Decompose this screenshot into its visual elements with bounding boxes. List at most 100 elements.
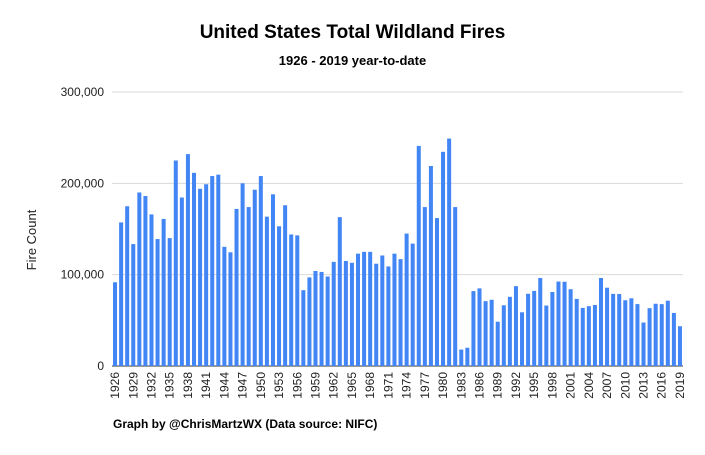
bar-1957 [301, 290, 306, 366]
x-tick-label: 1989 [491, 372, 505, 399]
bar-1959 [313, 271, 318, 366]
x-tick-label: 1980 [436, 372, 450, 399]
bar-1962 [331, 261, 336, 366]
y-tick-label: 300,000 [61, 85, 105, 99]
bar-1961 [325, 276, 330, 366]
x-tick-label: 2013 [637, 372, 651, 399]
bar-1955 [289, 234, 294, 366]
bar-1935 [167, 238, 172, 366]
bar-1984 [465, 347, 470, 366]
bar-2007 [605, 287, 610, 366]
bar-1948 [246, 207, 251, 366]
bar-1928 [125, 206, 130, 366]
bar-1982 [453, 207, 458, 366]
bar-1983 [459, 349, 464, 366]
bar-2013 [641, 322, 646, 366]
bar-1964 [343, 260, 348, 366]
x-tick-label: 1941 [199, 372, 213, 399]
x-tick-label: 1968 [363, 372, 377, 399]
bar-1946 [234, 208, 239, 366]
bar-1979 [434, 218, 439, 366]
bar-1931 [143, 196, 148, 366]
bar-1926 [113, 282, 118, 366]
x-tick-label: 2004 [582, 372, 596, 399]
chart-subtitle: 1926 - 2019 year-to-date [278, 53, 427, 68]
bar-1992 [513, 286, 518, 366]
bar-2005 [592, 305, 597, 366]
x-tick-label: 1929 [126, 372, 140, 399]
bar-1966 [356, 253, 361, 366]
bar-1947 [240, 183, 245, 366]
bar-1942 [210, 176, 215, 366]
bar-1927 [119, 222, 124, 366]
bar-1936 [173, 160, 178, 366]
bar-1987 [483, 301, 488, 366]
bar-1943 [216, 174, 221, 366]
bar-2019 [677, 326, 682, 366]
x-tick-label: 1983 [454, 372, 468, 399]
y-tick-label: 100,000 [61, 268, 105, 282]
x-tick-label: 1992 [509, 372, 523, 399]
x-tick-label: 1938 [181, 372, 195, 399]
y-axis-title: Fire Count [24, 209, 39, 270]
x-tick-label: 1950 [254, 372, 268, 399]
bar-1945 [228, 252, 233, 366]
bar-2016 [659, 304, 664, 366]
bar-1996 [538, 277, 543, 366]
x-tick-label: 2007 [600, 372, 614, 399]
bar-1999 [556, 281, 561, 366]
x-tick-label: 1956 [290, 372, 304, 399]
bar-2014 [647, 308, 652, 366]
bar-1989 [495, 321, 500, 366]
x-tick-label: 1935 [163, 372, 177, 399]
x-tick-label: 1959 [308, 372, 322, 399]
bar-1932 [149, 214, 154, 366]
bar-1951 [264, 216, 269, 366]
bar-1934 [161, 218, 166, 366]
x-tick-label: 1995 [527, 372, 541, 399]
bar-1968 [368, 251, 373, 366]
bar-1958 [307, 277, 312, 366]
bar-1975 [410, 243, 415, 366]
x-tick-label: 1971 [381, 372, 395, 399]
bar-2008 [611, 293, 616, 366]
bar-2002 [574, 298, 579, 366]
y-tick-label: 0 [97, 359, 104, 373]
bar-1940 [198, 188, 203, 366]
bar-1965 [349, 262, 354, 366]
x-tick-label: 1977 [418, 372, 432, 399]
bar-1967 [362, 251, 367, 366]
bar-1939 [192, 172, 197, 366]
bar-1976 [416, 145, 421, 366]
bar-series [113, 138, 682, 366]
bar-1930 [137, 192, 142, 366]
y-axis-ticks: 0 100,000 200,000 300,000 [61, 85, 105, 373]
bar-1973 [398, 259, 403, 366]
bar-1956 [295, 235, 300, 366]
bar-2010 [623, 300, 628, 366]
bar-2003 [580, 307, 585, 366]
bar-1971 [386, 266, 391, 366]
bar-1986 [477, 288, 482, 366]
x-tick-label: 2016 [655, 372, 669, 399]
x-tick-label: 1932 [144, 372, 158, 399]
bar-1954 [283, 205, 288, 366]
bar-1978 [428, 165, 433, 366]
bar-1972 [392, 253, 397, 366]
bar-2004 [586, 306, 591, 366]
x-tick-label: 1962 [327, 372, 341, 399]
x-tick-label: 2010 [618, 372, 632, 399]
bar-1998 [550, 291, 555, 366]
bar-1933 [155, 239, 160, 366]
x-tick-label: 2001 [564, 372, 578, 399]
x-tick-label: 1953 [272, 372, 286, 399]
bar-1944 [222, 246, 227, 366]
bar-1963 [337, 217, 342, 366]
bar-1981 [447, 138, 452, 366]
bar-1938 [185, 154, 190, 366]
bar-1937 [179, 197, 184, 366]
bar-1949 [252, 189, 257, 366]
bar-2011 [629, 298, 634, 366]
bar-1974 [404, 233, 409, 366]
